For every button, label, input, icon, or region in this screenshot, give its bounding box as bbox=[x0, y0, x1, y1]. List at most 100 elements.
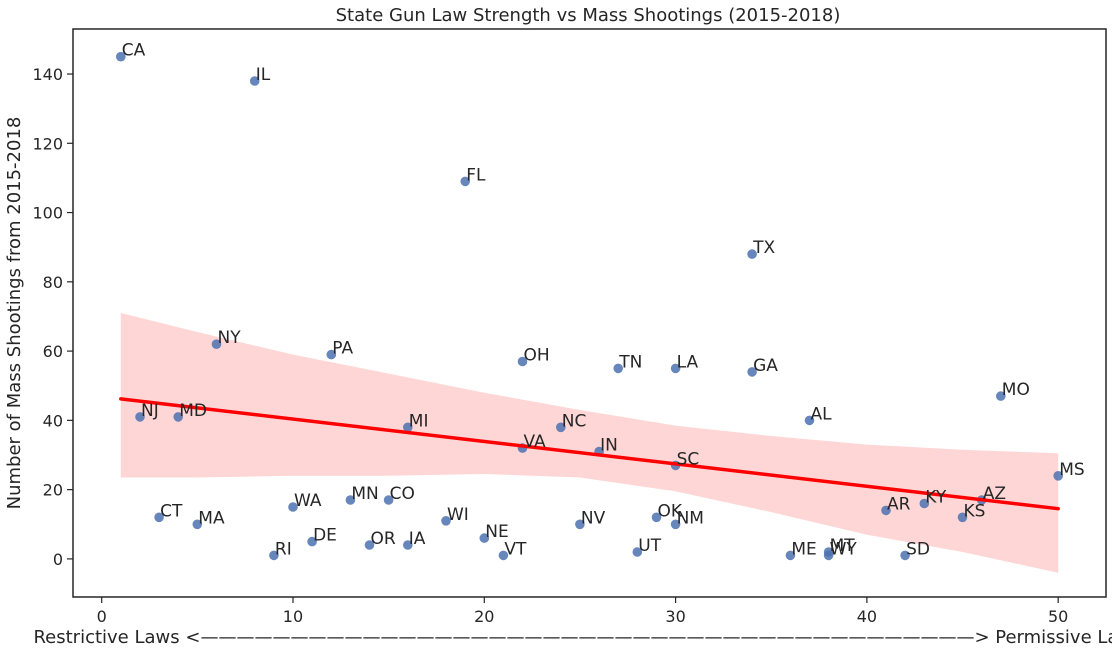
point-label-ia: IA bbox=[409, 529, 426, 549]
y-tick-label: 60 bbox=[43, 342, 63, 361]
y-tick-label: 40 bbox=[43, 411, 63, 430]
point-label-vt: VT bbox=[504, 539, 527, 559]
data-point-ok bbox=[651, 512, 662, 523]
point-label-mo: MO bbox=[1002, 380, 1030, 400]
point-label-va: VA bbox=[524, 432, 547, 452]
data-point-ms bbox=[1053, 471, 1063, 481]
data-point-ne bbox=[479, 533, 490, 543]
data-point-ny bbox=[211, 339, 222, 350]
data-point-de bbox=[307, 536, 317, 547]
point-label-ky: KY bbox=[925, 488, 947, 508]
point-label-sc: SC bbox=[677, 449, 700, 469]
point-label-ne: NE bbox=[485, 522, 508, 542]
point-label-ma: MA bbox=[198, 508, 225, 528]
y-tick-label: 20 bbox=[43, 481, 63, 500]
point-label-nc: NC bbox=[562, 411, 587, 431]
point-label-wy: WY bbox=[830, 539, 858, 559]
point-labels: CA NJ CT MD MA NY IL RI WA DE PA MN OR CO MI IA WI FL NEVT… bbox=[122, 41, 1085, 560]
point-label-tn: TN bbox=[618, 352, 642, 372]
point-label-ut: UT bbox=[638, 536, 661, 556]
point-label-ar: AR bbox=[887, 494, 911, 514]
data-point-nc bbox=[556, 422, 566, 433]
point-label-ri: RI bbox=[275, 539, 292, 559]
point-label-la: LA bbox=[677, 352, 699, 372]
data-point-co bbox=[383, 495, 394, 505]
point-label-fl: FL bbox=[466, 165, 486, 185]
data-point-ut bbox=[632, 547, 643, 557]
x-tick-label: 0 bbox=[97, 607, 107, 626]
data-point-nm bbox=[670, 519, 681, 530]
data-point-il bbox=[249, 76, 260, 86]
point-label-il: IL bbox=[256, 65, 271, 85]
point-label-sd: SD bbox=[906, 539, 930, 559]
point-label-in: IN bbox=[600, 436, 618, 456]
data-point-wi bbox=[441, 516, 451, 526]
data-point-ri bbox=[269, 550, 279, 561]
data-point-la bbox=[670, 363, 681, 374]
point-label-wi: WI bbox=[447, 505, 469, 525]
point-label-ga: GA bbox=[753, 356, 778, 376]
data-point-oh bbox=[517, 356, 528, 367]
data-point-nj bbox=[135, 412, 145, 422]
data-point-sd bbox=[900, 550, 910, 561]
data-point-ma bbox=[192, 519, 203, 530]
point-label-pa: PA bbox=[332, 339, 353, 359]
point-label-tx: TX bbox=[752, 238, 775, 258]
point-label-mn: MN bbox=[351, 484, 378, 504]
y-tick-label: 140 bbox=[32, 65, 63, 84]
point-label-de: DE bbox=[313, 526, 337, 546]
data-point-or bbox=[364, 540, 375, 550]
data-point-mo bbox=[996, 391, 1006, 401]
point-label-me: ME bbox=[791, 539, 816, 559]
point-label-ct: CT bbox=[160, 501, 183, 521]
y-tick-label: 100 bbox=[32, 204, 63, 223]
point-label-ca: CA bbox=[122, 41, 146, 61]
point-label-or: OR bbox=[371, 529, 396, 549]
data-point-ct bbox=[154, 512, 164, 523]
data-point-vt bbox=[498, 550, 509, 561]
point-label-nm: NM bbox=[677, 508, 704, 528]
plot-frame bbox=[72, 28, 1107, 598]
point-label-mi: MI bbox=[409, 411, 429, 431]
point-label-mt: MT bbox=[830, 536, 856, 556]
data-point-md bbox=[173, 412, 183, 422]
point-label-ks: KS bbox=[964, 501, 986, 521]
plot-area: CA NJ CT MD MA NY IL RI WA DE PA MN OR CO MI IA WI FL NEVT… bbox=[116, 41, 1085, 573]
chart-title: State Gun Law Strength vs Mass Shootings… bbox=[336, 5, 841, 26]
x-tick-label: 40 bbox=[857, 607, 877, 626]
x-tick-label: 50 bbox=[1048, 607, 1068, 626]
point-label-oh: OH bbox=[524, 346, 550, 366]
y-axis-label: Number of Mass Shootings from 2015-2018 bbox=[4, 117, 25, 510]
data-point-mn bbox=[345, 495, 356, 505]
data-point-ky bbox=[919, 498, 930, 509]
data-point-wy bbox=[823, 550, 834, 561]
y-tick-label: 0 bbox=[53, 550, 63, 569]
point-label-co: CO bbox=[390, 484, 415, 504]
x-axis-label: Restrictive Laws <——————————————————————… bbox=[33, 627, 1112, 648]
point-label-nj: NJ bbox=[141, 401, 159, 421]
point-label-wa: WA bbox=[294, 491, 322, 511]
point-label-az: AZ bbox=[983, 484, 1006, 504]
point-label-al: AL bbox=[811, 404, 833, 424]
y-tick-label: 120 bbox=[32, 134, 63, 153]
data-point-al bbox=[804, 415, 815, 426]
data-point-ar bbox=[881, 505, 891, 516]
point-label-ny: NY bbox=[218, 328, 242, 348]
x-axis-ticks: 0 10 20 30 40 50 bbox=[97, 597, 1068, 626]
data-point-me bbox=[785, 550, 796, 561]
data-point-tn bbox=[613, 363, 623, 374]
x-tick-label: 20 bbox=[474, 607, 494, 626]
y-tick-label: 80 bbox=[43, 273, 63, 292]
data-point-fl bbox=[460, 176, 471, 187]
regression-line bbox=[119, 397, 1060, 511]
data-points bbox=[116, 51, 1063, 561]
data-point-tx bbox=[747, 249, 757, 259]
data-point-ks bbox=[957, 512, 968, 523]
y-axis-ticks: 0 20 40 60 80 100 120 140 bbox=[32, 65, 73, 569]
point-label-ok: OK bbox=[658, 501, 683, 521]
x-tick-label: 10 bbox=[283, 607, 303, 626]
point-label-ms: MS bbox=[1059, 460, 1084, 480]
data-point-mi bbox=[403, 422, 413, 433]
confidence-band bbox=[120, 313, 1059, 573]
